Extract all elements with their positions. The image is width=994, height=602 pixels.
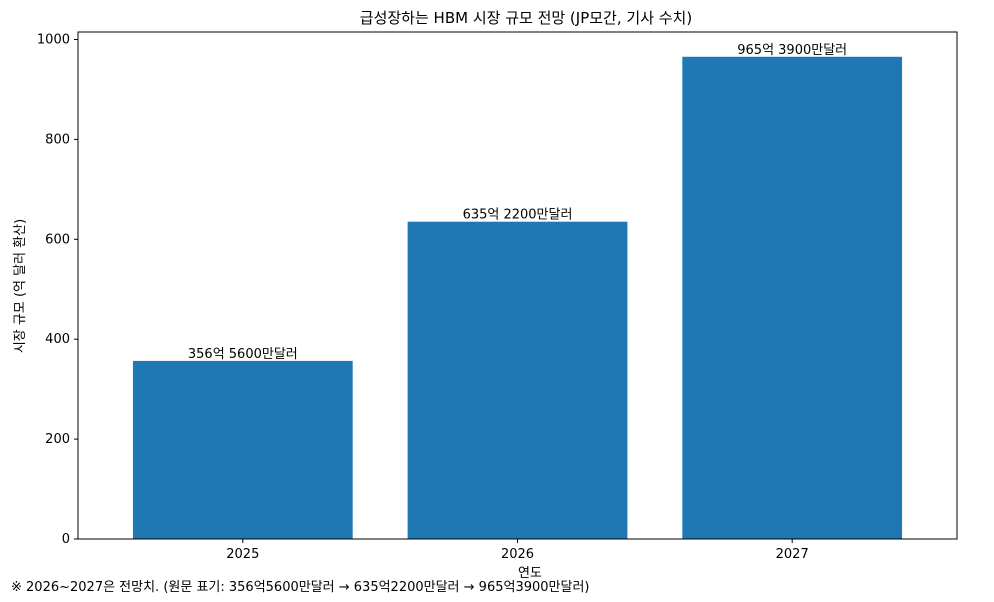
x-tick-label: 2025 — [226, 547, 259, 562]
y-tick-label: 200 — [45, 432, 70, 447]
bar-2027 — [682, 56, 903, 539]
y-tick-label: 800 — [45, 132, 70, 147]
bar-2026 — [407, 221, 628, 539]
data-label-2025: 356억 5600만달러 — [188, 347, 298, 362]
chart-title: 급성장하는 HBM 시장 규모 전망 (JP모간, 기사 수치) — [360, 9, 692, 27]
bar-2025 — [132, 360, 353, 539]
y-tick-label: 400 — [45, 332, 70, 347]
data-label-2026: 635억 2200만달러 — [463, 208, 573, 223]
data-label-2027: 965억 3900만달러 — [737, 43, 847, 58]
x-tick-label: 2026 — [501, 547, 534, 562]
x-axis-label: 연도 — [518, 566, 542, 581]
y-tick-label: 600 — [45, 232, 70, 247]
y-axis-label: 시장 규모 (억 달러 환산) — [13, 219, 28, 353]
x-tick-label: 2027 — [776, 547, 809, 562]
plot-frame — [77, 31, 958, 540]
bars-group: 356억 5600만달러 635억 2200만달러 965억 3900만달러 — [132, 43, 903, 539]
y-tick-label: 1000 — [37, 32, 70, 47]
footnote: ※ 2026~2027은 전망치. (원문 표기: 356억5600만달러 → … — [11, 580, 590, 595]
x-axis: 2025 2026 2027 — [226, 539, 809, 562]
y-axis: 0 200 400 600 800 1000 — [37, 32, 78, 547]
y-tick-label: 0 — [62, 532, 70, 547]
